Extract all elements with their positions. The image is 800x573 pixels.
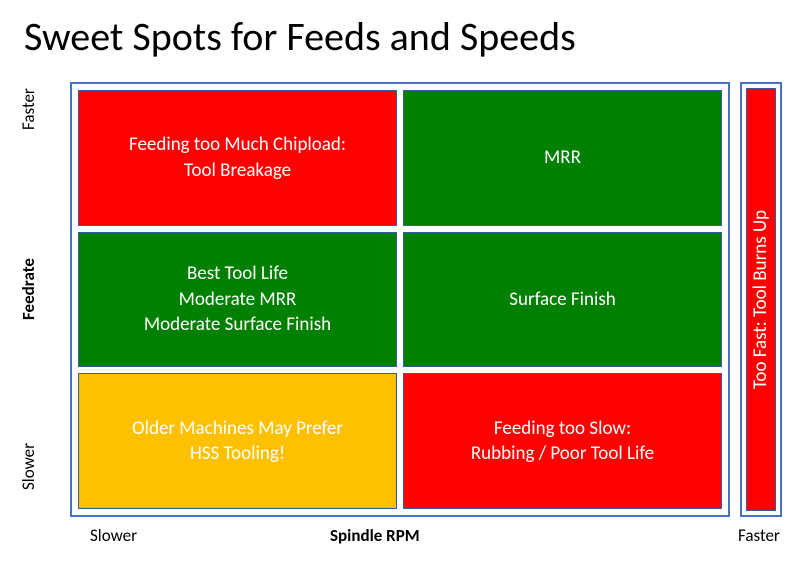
x-axis-label: Spindle RPM: [330, 525, 420, 546]
side-cell: Too Fast: Tool Burns Up: [746, 88, 776, 511]
x-axis-low-label: Slower: [90, 525, 137, 546]
cell-2-0: Older Machines May PreferHSS Tooling!: [78, 373, 397, 509]
side-frame: Too Fast: Tool Burns Up: [740, 82, 782, 517]
y-axis-high-label: Faster: [18, 88, 39, 130]
cell-0-0: Feeding too Much Chipload:Tool Breakage: [78, 90, 397, 226]
side-cell-text: Too Fast: Tool Burns Up: [750, 210, 773, 389]
grid-frame: Feeding too Much Chipload:Tool Breakage …: [70, 82, 730, 517]
y-axis-label: Feedrate: [18, 258, 39, 320]
cell-1-1: Surface Finish: [403, 232, 722, 368]
cell-1-0: Best Tool LifeModerate MRRModerate Surfa…: [78, 232, 397, 368]
y-axis-low-label: Slower: [18, 443, 39, 490]
cell-2-1: Feeding too Slow:Rubbing / Poor Tool Lif…: [403, 373, 722, 509]
cell-0-1: MRR: [403, 90, 722, 226]
page-title: Sweet Spots for Feeds and Speeds: [24, 12, 576, 61]
x-axis-high-label: Faster: [738, 525, 780, 546]
